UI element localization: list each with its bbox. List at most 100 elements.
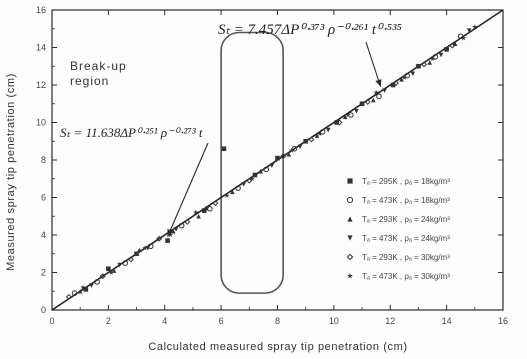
legend-marker <box>347 178 353 184</box>
data-point <box>178 222 185 229</box>
data-point <box>376 93 382 100</box>
data-point <box>444 47 449 52</box>
data-point <box>252 172 258 178</box>
data-point <box>286 152 292 157</box>
data-point <box>165 238 170 243</box>
x-tick-label: 2 <box>106 316 111 326</box>
y-tick-label: 12 <box>36 80 46 90</box>
data-point <box>246 177 253 184</box>
data-points <box>65 23 478 300</box>
legend-label: Tₐ = 473K , ρₐ = 18kg/m³ <box>362 196 450 205</box>
legend-marker <box>347 235 353 241</box>
data-point <box>263 166 270 173</box>
data-point <box>204 206 210 212</box>
legend-marker <box>347 216 353 222</box>
data-point <box>317 130 323 137</box>
data-point <box>345 112 351 118</box>
data-point <box>249 175 255 182</box>
data-point <box>71 290 78 296</box>
data-point <box>99 273 106 280</box>
data-point <box>258 168 263 174</box>
data-point <box>106 266 111 272</box>
x-axis-label: Calculated measured spray tip penetratio… <box>148 341 407 353</box>
x-tick-label: 6 <box>219 316 224 326</box>
data-point <box>432 54 439 60</box>
data-point <box>421 61 428 68</box>
ticks: 0 2 4 6 8 10 12 14 16 0 2 4 6 8 10 12 14 16 <box>36 5 508 326</box>
x-tick-label: 16 <box>498 316 508 326</box>
data-point <box>382 88 387 93</box>
y-tick-label: 4 <box>41 230 46 240</box>
data-point <box>449 42 456 49</box>
data-point <box>314 133 320 138</box>
series-2 <box>77 41 458 294</box>
data-point <box>291 145 298 152</box>
data-point <box>145 245 151 251</box>
data-point <box>230 189 235 195</box>
data-point <box>319 129 326 135</box>
data-point <box>392 80 399 87</box>
y-tick-label: 16 <box>36 5 46 15</box>
data-point <box>134 251 139 257</box>
data-point <box>373 89 379 95</box>
data-point <box>280 153 287 160</box>
data-point <box>235 185 241 191</box>
data-point <box>472 23 478 30</box>
data-point <box>275 155 280 161</box>
data-point <box>193 209 199 215</box>
y-tick-label: 0 <box>41 305 46 315</box>
legend-label: Tₐ = 295K , ρₐ = 18kg/m³ <box>362 177 450 186</box>
legend-marker <box>346 272 354 279</box>
data-point <box>457 33 464 40</box>
data-point <box>269 163 275 168</box>
data-point <box>122 260 129 266</box>
data-point <box>173 227 179 232</box>
data-point <box>221 146 227 152</box>
data-point <box>354 108 359 114</box>
data-point <box>77 288 83 294</box>
equation-lower: Sₜ = 11.638ΔP⁰⋅²⁵¹ ρ⁻⁰⋅²⁷³ t <box>60 125 203 140</box>
data-point <box>142 245 148 251</box>
legend-label: Tₐ = 293K , ρₐ = 30kg/m³ <box>362 253 450 262</box>
data-point <box>416 63 421 69</box>
series-4 <box>65 42 456 300</box>
data-point <box>167 232 174 238</box>
y-tick-label: 10 <box>36 118 46 128</box>
data-point <box>427 60 433 65</box>
arrow-upper-equation-head <box>375 79 382 87</box>
data-point <box>438 52 444 58</box>
legend-label: Tₐ = 473K , ρₐ = 30kg/m³ <box>362 272 450 281</box>
arrow-upper-equation <box>365 41 382 87</box>
data-point <box>401 74 408 80</box>
data-point <box>127 256 134 263</box>
data-point <box>308 136 315 143</box>
data-point <box>108 269 114 275</box>
data-point <box>466 28 472 33</box>
data-point <box>429 55 436 62</box>
x-tick-label: 4 <box>162 316 167 326</box>
y-axis-label: Measured spray tip penetration (cm) <box>5 73 17 271</box>
data-point <box>399 77 404 82</box>
data-point <box>297 144 303 150</box>
data-point <box>224 192 230 198</box>
x-tick-label: 0 <box>49 316 54 326</box>
series-5 <box>80 23 478 290</box>
arrow-lower-equation-head <box>167 228 174 237</box>
x-tick-label: 12 <box>385 316 395 326</box>
x-tick-label: 10 <box>329 316 339 326</box>
x-tick-label: 8 <box>275 316 280 326</box>
data-point <box>241 182 246 187</box>
data-point <box>288 147 295 153</box>
data-point <box>359 101 365 107</box>
y-tick-label: 6 <box>41 193 46 203</box>
data-point <box>89 283 94 288</box>
x-tick-label: 14 <box>442 316 452 326</box>
breakup-region-label: Break-up <box>70 59 127 73</box>
breakup-region-box <box>220 31 284 294</box>
data-point <box>460 35 467 41</box>
data-point <box>156 235 163 242</box>
data-point <box>410 71 416 77</box>
